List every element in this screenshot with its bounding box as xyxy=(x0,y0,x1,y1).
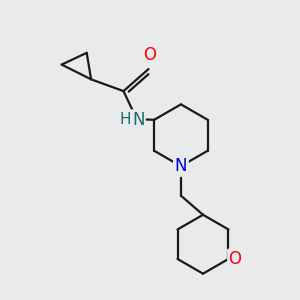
Text: O: O xyxy=(143,46,157,64)
Text: N: N xyxy=(132,111,145,129)
Text: O: O xyxy=(229,250,242,268)
Text: N: N xyxy=(175,157,187,175)
Text: H: H xyxy=(120,112,131,127)
